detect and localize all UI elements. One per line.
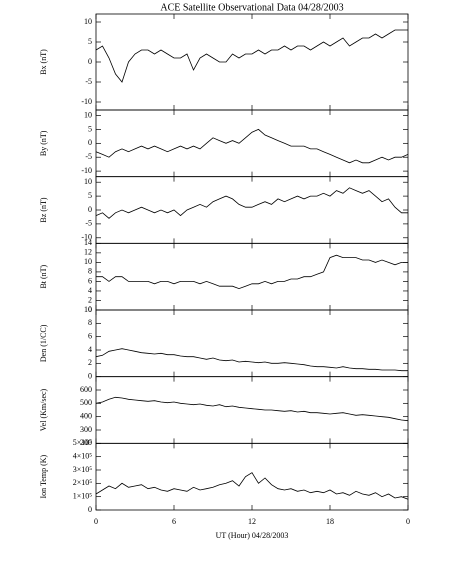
y-tick-label: 2 — [88, 295, 92, 304]
y-tick-label: -10 — [81, 233, 92, 242]
y-tick-label: -10 — [81, 97, 92, 106]
data-line — [95, 472, 409, 500]
data-line — [95, 128, 409, 164]
y-tick-label: 8 — [88, 318, 92, 327]
panel-frame — [95, 13, 409, 111]
x-tick-label: 0 — [94, 517, 98, 526]
y-axis-label: By (nT) — [39, 130, 48, 156]
y-axis-label: Ion Temp (K) — [39, 454, 48, 498]
y-tick-label: 3×10⁵ — [73, 465, 93, 474]
y-tick-label: 4 — [88, 286, 92, 295]
y-tick-label: 0 — [88, 205, 92, 214]
y-axis-label: Vel (Km/sec) — [39, 388, 48, 431]
y-tick-label: 8 — [88, 267, 92, 276]
y-tick-label: 14 — [84, 238, 92, 247]
data-line — [95, 187, 408, 219]
y-tick-label: 6 — [88, 331, 92, 340]
panel-frame — [95, 309, 409, 378]
y-tick-label: 0 — [88, 505, 92, 514]
data-line — [95, 396, 409, 422]
y-tick-label: 0 — [88, 371, 92, 380]
x-axis-label: UT (Hour) 04/28/2003 — [216, 531, 289, 540]
y-tick-label: 0 — [88, 305, 92, 314]
x-tick-label: 12 — [248, 517, 256, 526]
data-line — [96, 254, 408, 290]
panel-frame — [95, 442, 409, 511]
y-axis-label: Bt (nT) — [39, 264, 48, 288]
y-tick-label: 5 — [88, 124, 92, 133]
y-tick-label: 4 — [88, 345, 92, 354]
data-line — [95, 29, 408, 83]
x-tick-label: 0 — [406, 517, 410, 526]
y-tick-label: 2×10⁵ — [73, 478, 93, 487]
y-tick-label: 10 — [84, 177, 92, 186]
y-tick-label: 4×10⁵ — [73, 451, 93, 460]
y-tick-label: -5 — [85, 152, 92, 161]
x-tick-label: 6 — [172, 517, 176, 526]
y-tick-label: 10 — [84, 305, 92, 314]
y-tick-label: -10 — [81, 166, 92, 175]
y-tick-label: 10 — [84, 257, 92, 266]
y-tick-label: 400 — [80, 411, 92, 420]
panel-frame — [95, 376, 409, 444]
panel-frame — [95, 176, 409, 244]
y-tick-label: 5 — [88, 191, 92, 200]
chart-title: ACE Satellite Observational Data 04/28/2… — [160, 2, 343, 13]
y-tick-label: 12 — [84, 248, 92, 257]
y-tick-label: 600 — [80, 385, 92, 394]
y-tick-label: 10 — [84, 17, 92, 26]
y-tick-label: 300 — [80, 425, 92, 434]
y-tick-label: 0 — [88, 138, 92, 147]
y-tick-label: 5×10⁵ — [73, 438, 93, 447]
y-tick-label: 200 — [80, 438, 92, 447]
data-line — [95, 348, 408, 372]
panel-frame — [95, 109, 409, 178]
y-tick-label: 6 — [88, 276, 92, 285]
y-tick-label: -5 — [85, 219, 92, 228]
x-tick-label: 18 — [326, 517, 334, 526]
y-tick-label: 2 — [88, 358, 92, 367]
y-tick-label: -5 — [85, 77, 92, 86]
y-tick-label: 500 — [80, 398, 92, 407]
panel-frame — [95, 242, 409, 311]
y-tick-label: 10 — [84, 110, 92, 119]
y-axis-label: Den (1/CC) — [39, 324, 48, 362]
y-axis-label: Bz (nT) — [39, 197, 48, 222]
y-axis-label: Bx (nT) — [39, 49, 48, 75]
y-tick-label: 1×10⁵ — [73, 491, 93, 500]
y-tick-label: 5 — [88, 37, 92, 46]
y-tick-label: 0 — [88, 57, 92, 66]
